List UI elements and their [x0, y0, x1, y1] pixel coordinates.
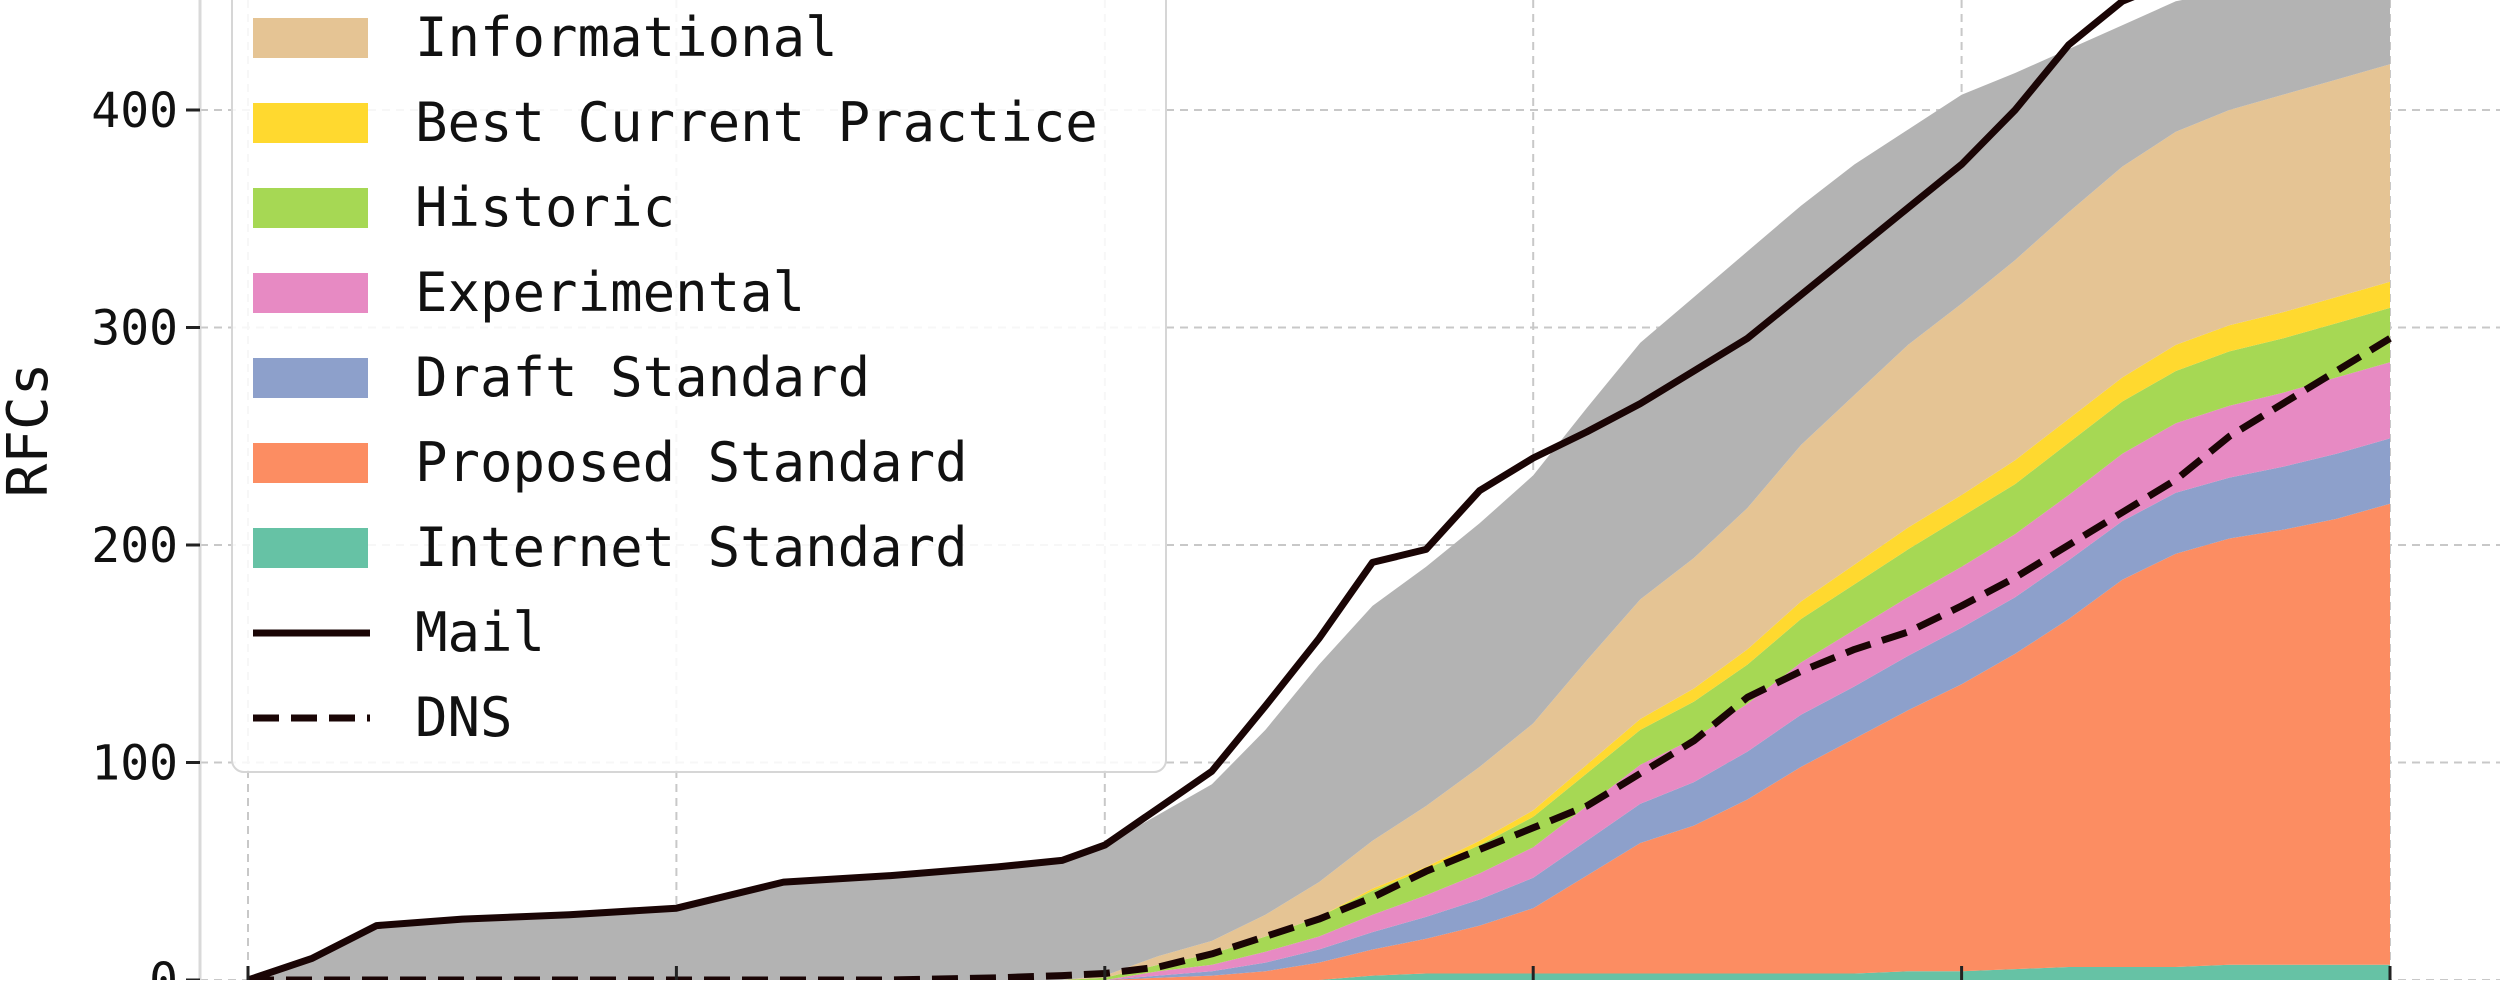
line-mail [246, 0, 2135, 980]
area-historic [248, 307, 2390, 980]
y-axis-label: RFCs [0, 363, 61, 498]
y-tick-label: 100 [91, 736, 178, 792]
area-proposed-standard [248, 503, 2390, 980]
area-experimental [248, 362, 2390, 980]
y-tick-label: 300 [91, 301, 178, 357]
legend: Informational Best Current Practice Histor… [231, 0, 1167, 773]
area-internet-standard [248, 964, 2390, 980]
legend-swatch-informational [253, 18, 368, 58]
legend-label-mail: Mail [415, 601, 545, 664]
legend-box [231, 0, 1167, 773]
y-tick-label: 400 [91, 83, 178, 139]
stacked-areas [248, 0, 2390, 980]
legend-swatch-internet-standard [253, 528, 368, 568]
legend-label-draft-standard: Draft Standard [415, 346, 870, 409]
legend-label-dns: DNS [415, 686, 513, 749]
legend-label-proposed-standard: Proposed Standard [415, 431, 968, 494]
legend-label-historic: Historic [415, 176, 675, 239]
legend-swatch-experimental [253, 273, 368, 313]
legend-label-informational: Informational [415, 6, 838, 69]
legend-swatch-best-current-practice [253, 103, 368, 143]
legend-swatch-proposed-standard [253, 443, 368, 483]
area-best-current-practice [248, 281, 2390, 980]
legend-label-internet-standard: Internet Standard [415, 516, 968, 579]
line-dns [248, 335, 2392, 980]
y-tick-label: 0 [149, 953, 178, 980]
overlay-lines [246, 0, 2392, 980]
area-informational [248, 64, 2390, 980]
legend-label-experimental: Experimental [415, 261, 805, 324]
legend-label-best-current-practice: Best Current Practice [415, 91, 1098, 154]
legend-swatch-draft-standard [253, 358, 368, 398]
y-tick-label: 200 [91, 518, 178, 574]
legend-swatch-historic [253, 188, 368, 228]
area-other [248, 0, 2390, 980]
axes: 0 100 200 300 400 RFCs [0, 0, 2392, 985]
